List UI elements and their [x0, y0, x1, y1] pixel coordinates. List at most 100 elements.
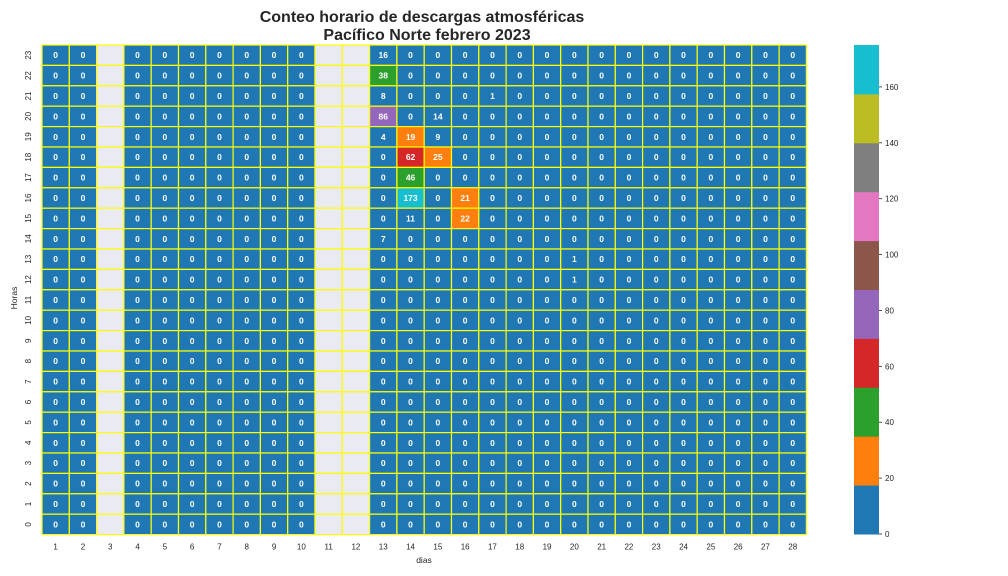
cell-value-label: 0	[490, 111, 495, 121]
y-tick-label: 21	[24, 91, 33, 100]
heatmap-cell	[95, 248, 125, 270]
heatmap-cell	[95, 350, 125, 372]
cell-value-label: 25	[433, 152, 443, 162]
cell-value-label: 0	[627, 519, 632, 529]
y-tick-label: 13	[24, 254, 33, 263]
cell-value-label: 0	[654, 377, 659, 387]
cell-value-label: 0	[708, 234, 713, 244]
cell-value-label: 0	[627, 438, 632, 448]
cell-value-label: 0	[763, 173, 768, 183]
cell-value-label: 0	[545, 71, 550, 81]
cell-value-label: 0	[790, 377, 795, 387]
cell-value-label: 0	[81, 479, 86, 489]
cell-value-label: 0	[53, 356, 58, 366]
cell-value-label: 0	[217, 50, 222, 60]
cell-value-label: 0	[517, 50, 522, 60]
cell-value-label: 0	[517, 315, 522, 325]
cell-value-label: 0	[217, 213, 222, 223]
cell-value-label: 0	[708, 295, 713, 305]
cell-value-label: 0	[681, 519, 686, 529]
cell-value-label: 0	[517, 377, 522, 387]
cell-value-label: 0	[135, 438, 140, 448]
colorbar-segment	[854, 485, 879, 535]
cell-value-label: 0	[81, 377, 86, 387]
cell-value-label: 0	[736, 315, 741, 325]
cell-value-label: 0	[490, 438, 495, 448]
cell-value-label: 0	[81, 458, 86, 468]
heatmap-cell	[314, 411, 343, 434]
heatmap-cell	[95, 309, 125, 332]
cell-value-label: 0	[790, 234, 795, 244]
cell-value-label: 0	[408, 315, 413, 325]
heatmap-cell	[314, 309, 343, 332]
cell-value-label: 0	[599, 50, 604, 60]
cell-value-label: 0	[708, 438, 713, 448]
cell-value-label: 0	[162, 315, 167, 325]
cell-value-label: 0	[162, 254, 167, 264]
cell-value-label: 0	[381, 377, 386, 387]
cell-value-label: 0	[272, 254, 277, 264]
heatmap-cell	[95, 289, 125, 311]
cell-value-label: 0	[135, 336, 140, 346]
cell-value-label: 0	[627, 458, 632, 468]
cell-value-label: 0	[490, 499, 495, 509]
cell-value-label: 0	[681, 336, 686, 346]
cell-value-label: 0	[763, 417, 768, 427]
cell-value-label: 0	[217, 111, 222, 121]
cell-value-label: 0	[408, 417, 413, 427]
cell-value-label: 0	[408, 91, 413, 101]
cell-value-label: 0	[654, 479, 659, 489]
x-tick-label: 15	[433, 543, 442, 552]
cell-value-label: 0	[190, 173, 195, 183]
cell-value-label: 0	[81, 111, 86, 121]
cell-value-label: 0	[517, 111, 522, 121]
cell-value-label: 0	[763, 111, 768, 121]
cell-value-label: 0	[217, 417, 222, 427]
colorbar-tick-label: 160	[885, 83, 899, 92]
cell-value-label: 0	[517, 519, 522, 529]
y-tick-label: 9	[24, 338, 33, 343]
cell-value-label: 0	[244, 438, 249, 448]
cell-value-label: 0	[708, 356, 713, 366]
heatmap-cell	[341, 268, 371, 291]
cell-value-label: 0	[790, 356, 795, 366]
cell-value-label: 1	[572, 275, 577, 285]
cell-value-label: 0	[790, 275, 795, 285]
cell-value-label: 0	[490, 193, 495, 203]
heatmap-cell	[341, 105, 371, 128]
cell-value-label: 0	[135, 499, 140, 509]
cell-value-label: 0	[736, 132, 741, 142]
chart-title: Conteo horario de descargas atmosféricas	[260, 9, 585, 26]
cell-value-label: 0	[708, 152, 713, 162]
cell-value-label: 0	[244, 91, 249, 101]
cell-value-label: 0	[190, 213, 195, 223]
cell-value-label: 0	[272, 132, 277, 142]
cell-value-label: 0	[272, 71, 277, 81]
cell-value-label: 0	[162, 417, 167, 427]
cell-value-label: 0	[408, 50, 413, 60]
cell-value-label: 0	[763, 71, 768, 81]
cell-value-label: 0	[244, 315, 249, 325]
cell-value-label: 0	[299, 377, 304, 387]
cell-value-label: 62	[406, 152, 416, 162]
cell-value-label: 0	[190, 397, 195, 407]
cell-value-label: 0	[135, 519, 140, 529]
cell-value-label: 0	[408, 377, 413, 387]
cell-value-label: 0	[517, 193, 522, 203]
x-tick-label: 7	[217, 543, 222, 552]
cell-value-label: 0	[272, 152, 277, 162]
cell-value-label: 0	[244, 417, 249, 427]
cell-value-label: 0	[135, 417, 140, 427]
cell-value-label: 0	[299, 356, 304, 366]
x-tick-label: 13	[379, 543, 388, 552]
cell-value-label: 0	[736, 417, 741, 427]
y-tick-label: 11	[24, 295, 33, 304]
heatmap-cell	[314, 370, 343, 393]
cell-value-label: 0	[53, 458, 58, 468]
cell-value-label: 0	[381, 193, 386, 203]
heatmap-cell	[341, 370, 371, 393]
cell-value-label: 0	[217, 275, 222, 285]
cell-value-label: 0	[190, 132, 195, 142]
